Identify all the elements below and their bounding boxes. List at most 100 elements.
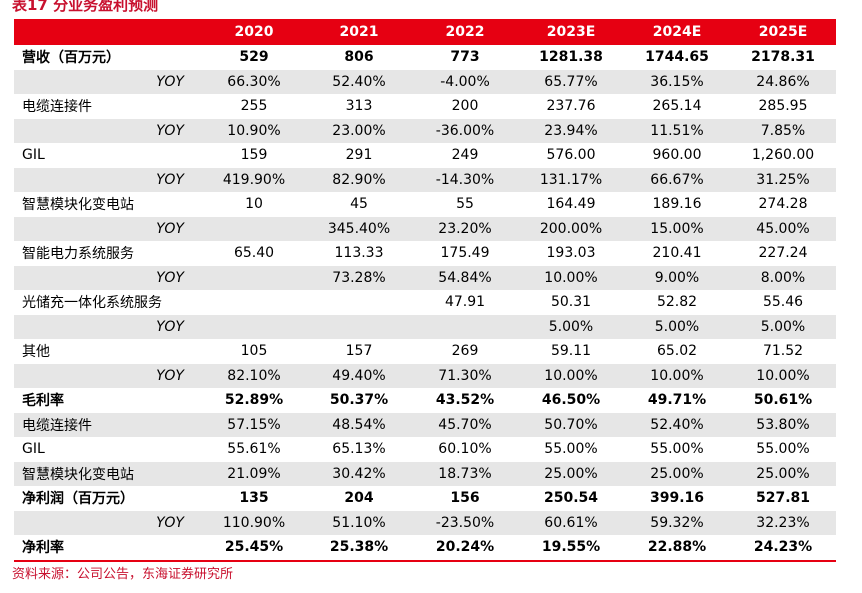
row-label: 光储充一体化系统服务 <box>22 295 162 312</box>
table-cell: 57.15% <box>227 416 281 433</box>
table-cell: 55.00% <box>756 441 810 458</box>
header-cell: 2020 <box>234 24 274 40</box>
table-cell: 55.61% <box>227 441 281 458</box>
table-row: 电缆连接件 255 313 200 237.76 265.14 285.95 <box>14 94 836 119</box>
table-cell: 43.52% <box>435 392 495 409</box>
table-cell: 36.15% <box>650 73 704 90</box>
row-label: YOY <box>156 73 184 90</box>
table-cell: 48.54% <box>332 416 386 433</box>
table-cell: 50.70% <box>544 416 598 433</box>
table-row: 净利率 25.45% 25.38% 20.24% 19.55% 22.88% 24.23% <box>14 535 836 562</box>
table-row: 净利润（百万元） 135 204 156 250.54 399.16 527.81 <box>14 486 836 511</box>
table-cell: 65.13% <box>332 441 386 458</box>
table-cell: 210.41 <box>652 245 702 262</box>
row-label: 净利润（百万元） <box>22 491 134 508</box>
table-cell: 23.94% <box>544 122 598 139</box>
table-cell: 10.00% <box>544 367 598 384</box>
row-label: 智能电力系统服务 <box>22 246 134 263</box>
table-cell: 50.61% <box>753 392 813 409</box>
table-cell: 22.88% <box>624 535 730 562</box>
table-cell: 21.09% <box>227 465 281 482</box>
table-row: GIL 159 291 249 576.00 960.00 1,260.00 <box>14 143 836 168</box>
table-row: YOY 73.28% 54.84% 10.00% 9.00% 8.00% <box>14 265 836 291</box>
table-cell: 52.40% <box>650 416 704 433</box>
table-cell: 1,260.00 <box>751 147 815 164</box>
table-cell: 10.00% <box>650 367 704 384</box>
table-cell <box>202 315 306 340</box>
table-cell: 24.23% <box>730 535 836 562</box>
table-cell: 345.40% <box>327 220 391 237</box>
header-cell <box>14 19 202 45</box>
table-cell <box>412 315 518 340</box>
table-cell: 250.54 <box>543 490 599 507</box>
table-cell: 189.16 <box>652 196 702 213</box>
table-row: 其他 105 157 269 59.11 65.02 71.52 <box>14 339 836 364</box>
table-cell: 7.85% <box>760 122 806 139</box>
table-cell: 54.84% <box>438 269 492 286</box>
table-cell: 806 <box>344 49 374 66</box>
table-cell: 237.76 <box>546 98 596 115</box>
table-cell <box>202 266 306 291</box>
table-cell: 419.90% <box>222 171 286 188</box>
table-cell: 159 <box>240 147 268 164</box>
table-cell: 82.90% <box>332 171 386 188</box>
table-row: 智慧模块化变电站 10 45 55 164.49 189.16 274.28 <box>14 192 836 217</box>
table-cell: 5.00% <box>654 318 700 335</box>
row-label: GIL <box>22 147 45 164</box>
table-cell: 164.49 <box>546 196 596 213</box>
table-cell: 65.77% <box>544 73 598 90</box>
table-cell: 32.23% <box>756 514 810 531</box>
table-cell: 23.00% <box>332 122 386 139</box>
table-cell: 11.51% <box>650 122 704 139</box>
table-row: GIL 55.61% 65.13% 60.10% 55.00% 55.00% 55.00% <box>14 437 836 462</box>
table-cell: 53.80% <box>756 416 810 433</box>
table-cell: 960.00 <box>652 147 702 164</box>
table-cell: 291 <box>345 147 373 164</box>
table-cell: 60.10% <box>438 441 492 458</box>
table-cell: 55 <box>456 196 474 213</box>
header-cell: 2023E <box>546 24 596 40</box>
table-cell: 52.40% <box>332 73 386 90</box>
table-cell: 46.50% <box>541 392 601 409</box>
table-cell: 18.73% <box>438 465 492 482</box>
table-cell: 399.16 <box>649 490 705 507</box>
table-cell <box>202 217 306 242</box>
row-label: 毛利率 <box>22 393 64 410</box>
table-cell: 59.32% <box>650 514 704 531</box>
table-cell: 19.55% <box>518 535 624 562</box>
table-cell: 2178.31 <box>751 49 815 66</box>
table-cell: 24.86% <box>756 73 810 90</box>
table-cell: 204 <box>344 490 374 507</box>
table-cell: 25.00% <box>756 465 810 482</box>
table-cell: 66.67% <box>650 171 704 188</box>
row-label: YOY <box>156 122 184 139</box>
table-cell: 45.00% <box>756 220 810 237</box>
table-cell: 23.20% <box>438 220 492 237</box>
row-label: YOY <box>156 318 184 335</box>
table-cell: 15.00% <box>650 220 704 237</box>
table-cell: 9.00% <box>654 269 700 286</box>
row-label: 电缆连接件 <box>22 417 92 434</box>
table-cell: 55.46 <box>762 294 804 311</box>
table-cell: 52.89% <box>224 392 284 409</box>
table-row: YOY 5.00% 5.00% 5.00% <box>14 314 836 340</box>
table-cell: 227.24 <box>758 245 808 262</box>
table-cell: -23.50% <box>435 514 495 531</box>
table-cell: 52.82 <box>656 294 698 311</box>
table-title: 表17 分业务盈利预测 <box>12 0 159 14</box>
table-cell: 55.00% <box>544 441 598 458</box>
row-label: YOY <box>156 269 184 286</box>
table-cell: 10.00% <box>756 367 810 384</box>
row-label: YOY <box>156 171 184 188</box>
table-row: YOY 82.10% 49.40% 71.30% 10.00% 10.00% 10.00% <box>14 363 836 388</box>
table-row: 智能电力系统服务 65.40 113.33 175.49 193.03 210.41 227… <box>14 241 836 266</box>
table-cell: 110.90% <box>222 514 286 531</box>
row-label: 电缆连接件 <box>22 99 92 116</box>
table-cell: 1281.38 <box>539 49 603 66</box>
table-row: 营收（百万元） 529 806 773 1281.38 1744.65 2178.31 <box>14 45 836 70</box>
table-cell: 200.00% <box>539 220 603 237</box>
table-cell: 269 <box>451 343 479 360</box>
table-cell: 30.42% <box>332 465 386 482</box>
table-cell: 1744.65 <box>645 49 709 66</box>
table-cell <box>202 290 306 315</box>
